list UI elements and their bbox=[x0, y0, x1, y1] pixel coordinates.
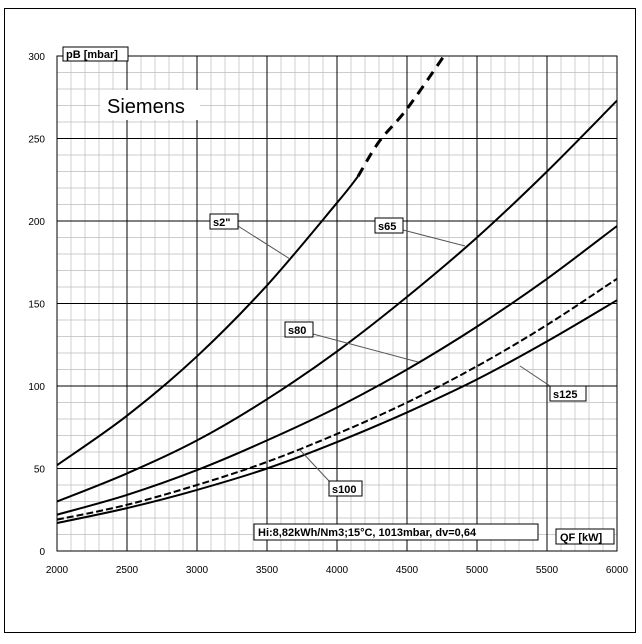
x-tick-label: 5500 bbox=[536, 565, 559, 576]
y-tick-label: 0 bbox=[39, 547, 45, 558]
series-line-s2 bbox=[56, 175, 359, 467]
leader-line bbox=[237, 225, 291, 260]
y-tick-label: 150 bbox=[28, 300, 45, 311]
y-axis-label: pB [mbar] bbox=[66, 49, 118, 61]
leader-line bbox=[402, 229, 466, 247]
chart-frame bbox=[4, 8, 636, 633]
y-tick-label: 100 bbox=[28, 382, 45, 393]
series-label-box bbox=[284, 321, 314, 338]
x-tick-label: 4500 bbox=[396, 565, 419, 576]
x-axis-label: QF [kW] bbox=[560, 532, 602, 544]
annotation-leaders bbox=[237, 225, 551, 482]
leader-line bbox=[299, 449, 330, 482]
x-tick-label: 5000 bbox=[466, 565, 489, 576]
series-line-s125 bbox=[56, 299, 618, 524]
y-tick-label: 200 bbox=[28, 217, 45, 228]
series-label: s80 bbox=[288, 325, 306, 337]
y-tick-label: 50 bbox=[34, 465, 46, 476]
series-line-s100 bbox=[56, 277, 618, 521]
y-tick-label: 300 bbox=[28, 52, 45, 63]
series-lines bbox=[56, 51, 618, 524]
series-label-box bbox=[549, 385, 587, 402]
y-tick-label: 250 bbox=[28, 135, 45, 146]
conditions-box bbox=[253, 523, 539, 541]
x-tick-label: 3500 bbox=[256, 565, 279, 576]
y-axis-label-box bbox=[62, 46, 129, 62]
series-label-box bbox=[328, 480, 363, 497]
series-label: s100 bbox=[332, 484, 356, 496]
series-labels: s2" s65 s80 s100 s125 bbox=[209, 213, 587, 497]
plot-border bbox=[56, 55, 618, 552]
brand-label: Siemens bbox=[107, 96, 185, 118]
x-axis-label-box bbox=[555, 528, 615, 545]
series-line-s65 bbox=[56, 99, 618, 503]
brand-box bbox=[100, 90, 200, 120]
x-tick-label: 6000 bbox=[606, 565, 629, 576]
series-label: s2" bbox=[213, 217, 230, 229]
leader-line bbox=[312, 333, 419, 363]
x-tick-labels: 2000 2500 3000 3500 4000 4500 5000 5500 6000 bbox=[46, 565, 629, 576]
conditions-note: Hi:8,82kWh/Nm3;15°C, 1013mbar, dv=0,64 bbox=[258, 527, 477, 539]
x-tick-label: 2500 bbox=[116, 565, 139, 576]
series-line-s2extrapolated bbox=[356, 51, 448, 178]
series-label-box bbox=[374, 217, 404, 234]
series-label: s125 bbox=[553, 389, 577, 401]
y-tick-labels: 0 50 100 150 200 250 300 bbox=[28, 52, 45, 558]
x-tick-label: 4000 bbox=[326, 565, 349, 576]
leader-line bbox=[519, 365, 551, 387]
series-label-box bbox=[209, 213, 239, 230]
x-tick-label: 3000 bbox=[186, 565, 209, 576]
x-tick-label: 2000 bbox=[46, 565, 69, 576]
series-line-s80 bbox=[56, 225, 618, 516]
series-label: s65 bbox=[378, 221, 396, 233]
